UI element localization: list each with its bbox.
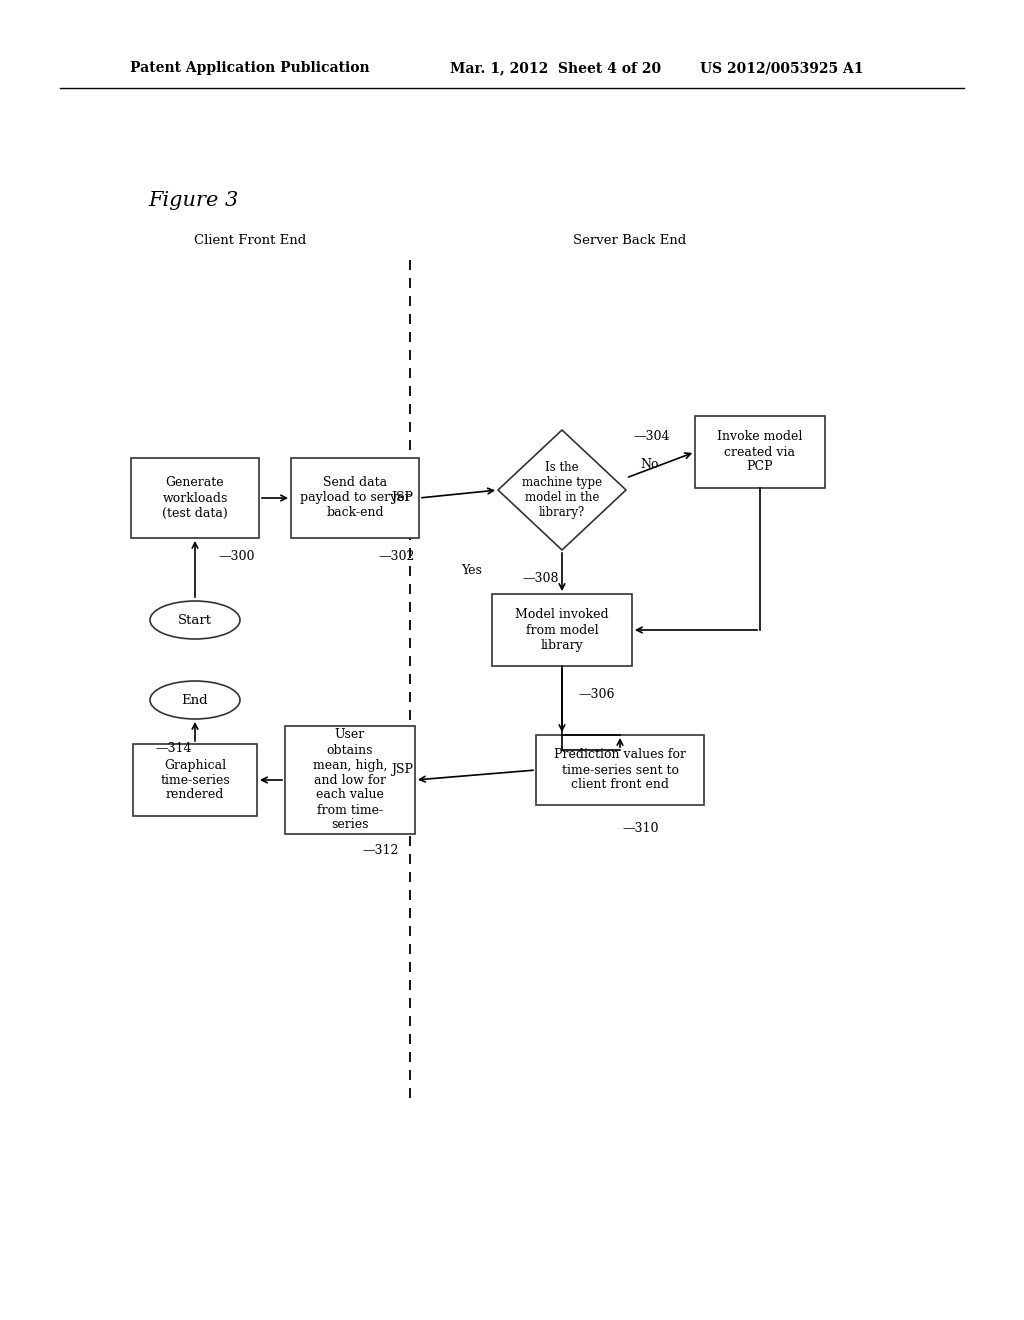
- Text: —308: —308: [522, 572, 558, 585]
- Text: —314: —314: [155, 742, 191, 755]
- Text: Start: Start: [178, 614, 212, 627]
- Text: Send data
payload to server
back-end: Send data payload to server back-end: [300, 477, 411, 520]
- Text: Invoke model
created via
PCP: Invoke model created via PCP: [718, 430, 803, 474]
- Text: Prediction values for
time-series sent to
client front end: Prediction values for time-series sent t…: [554, 748, 686, 792]
- Text: Mar. 1, 2012  Sheet 4 of 20: Mar. 1, 2012 Sheet 4 of 20: [450, 61, 662, 75]
- Text: User
obtains
mean, high,
and low for
each value
from time-
series: User obtains mean, high, and low for eac…: [312, 729, 387, 832]
- Polygon shape: [498, 430, 626, 550]
- FancyBboxPatch shape: [133, 744, 257, 816]
- Text: No: No: [640, 458, 658, 470]
- Text: Server Back End: Server Back End: [573, 234, 687, 247]
- FancyBboxPatch shape: [285, 726, 415, 834]
- Text: Model invoked
from model
library: Model invoked from model library: [515, 609, 609, 652]
- Text: Patent Application Publication: Patent Application Publication: [130, 61, 370, 75]
- FancyBboxPatch shape: [536, 735, 705, 805]
- Ellipse shape: [150, 601, 240, 639]
- Text: JSP: JSP: [391, 763, 413, 776]
- FancyBboxPatch shape: [492, 594, 632, 667]
- Text: Yes: Yes: [461, 564, 482, 577]
- Ellipse shape: [150, 681, 240, 719]
- Text: —306: —306: [578, 688, 614, 701]
- Text: —312: —312: [362, 843, 398, 857]
- Text: —310: —310: [622, 821, 658, 834]
- Text: Is the
machine type
model in the
library?: Is the machine type model in the library…: [522, 461, 602, 519]
- Text: —302: —302: [378, 549, 415, 562]
- FancyBboxPatch shape: [291, 458, 419, 539]
- Text: Client Front End: Client Front End: [194, 234, 306, 247]
- Text: —300: —300: [218, 549, 255, 562]
- Text: JSP: JSP: [391, 491, 413, 504]
- Text: Figure 3: Figure 3: [148, 190, 239, 210]
- FancyBboxPatch shape: [131, 458, 259, 539]
- Text: Generate
workloads
(test data): Generate workloads (test data): [162, 477, 228, 520]
- Text: Graphical
time-series
rendered: Graphical time-series rendered: [160, 759, 229, 801]
- Text: End: End: [181, 693, 208, 706]
- Text: —304: —304: [633, 429, 670, 442]
- FancyBboxPatch shape: [695, 416, 825, 488]
- Text: US 2012/0053925 A1: US 2012/0053925 A1: [700, 61, 863, 75]
